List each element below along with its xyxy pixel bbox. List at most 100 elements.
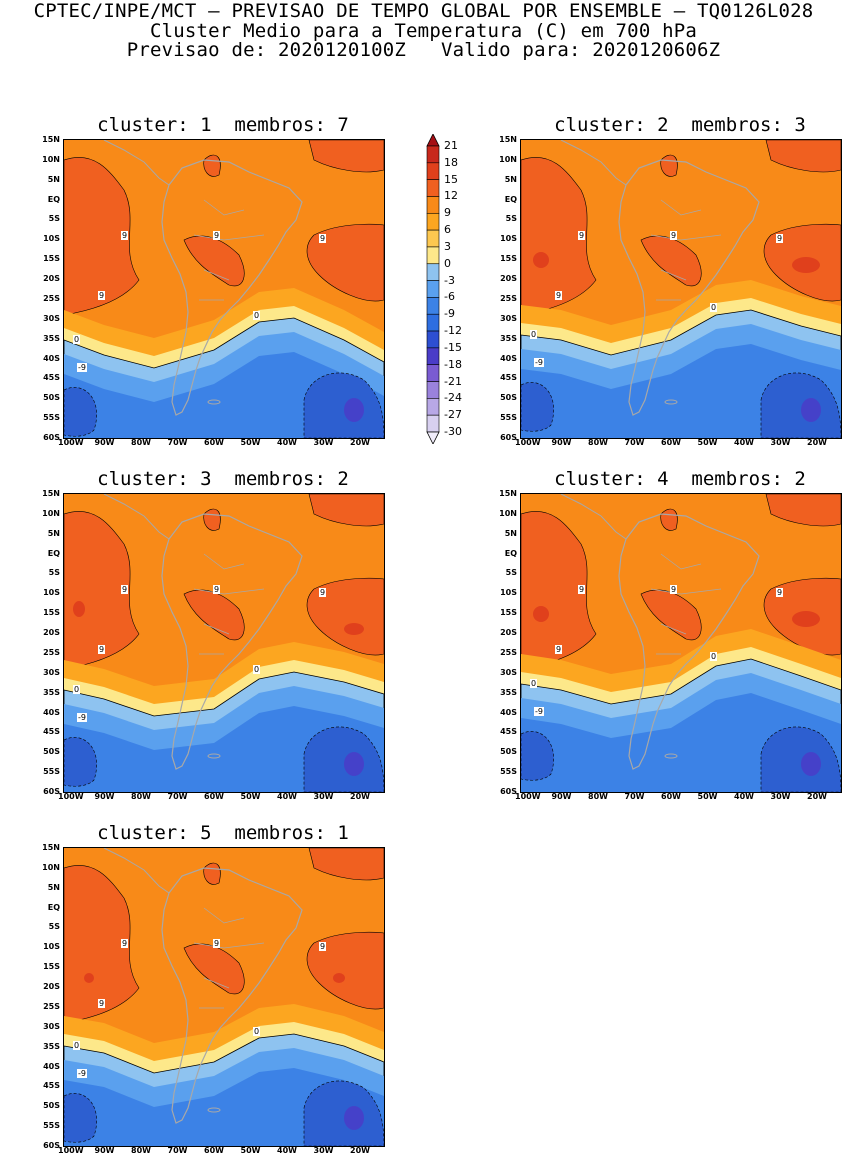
cold-core <box>344 752 364 776</box>
colorbar-segment <box>426 246 440 265</box>
lat-tick-label: 30S <box>43 1021 60 1031</box>
central-america-coastline <box>560 140 627 186</box>
contour-label: 9 <box>121 231 129 240</box>
colorbar-level-label: -15 <box>444 340 462 354</box>
lat-tick-label: 45S <box>43 1081 60 1091</box>
lon-tick-label: 40W <box>277 438 297 447</box>
lon-tick-label: 30W <box>313 1146 334 1155</box>
cold-region <box>760 726 841 792</box>
central-america-coastline <box>103 140 170 186</box>
lat-tick-label: 10N <box>42 508 60 518</box>
colorbar-segment <box>426 212 440 231</box>
contour-label: 9 <box>213 231 221 240</box>
lat-tick-label: 15S <box>43 254 60 264</box>
lon-tick-label: 20W <box>807 438 827 447</box>
warm-region <box>64 157 140 316</box>
south-america-coastline <box>161 867 303 1124</box>
lat-tick-label: 15S <box>43 962 60 972</box>
lat-tick-label: EQ <box>47 902 60 912</box>
contour-label: -9 <box>77 713 87 722</box>
colorbar-level-label: -21 <box>444 374 462 388</box>
hot-core <box>73 601 85 617</box>
lat-tick-label: 25S <box>43 1001 60 1011</box>
lat-tick-label: 15N <box>42 843 60 852</box>
falkland-islands <box>207 753 221 759</box>
lat-tick-label: 5S <box>505 568 517 578</box>
lon-tick-label: 40W <box>734 792 754 801</box>
hot-core <box>792 611 820 627</box>
lat-tick-label: 15S <box>43 608 60 618</box>
panel-title-2: cluster: 2 membros: 3 <box>554 114 806 136</box>
lat-tick-label: 15N <box>42 135 60 144</box>
lon-tick-label: 90W <box>94 438 115 447</box>
lat-tick-label: 55S <box>500 767 517 777</box>
country-borders <box>193 553 265 655</box>
contour-label: 0 <box>253 311 261 320</box>
colorbar-max-arrow <box>426 134 440 147</box>
cold-core <box>801 752 821 776</box>
colorbar-segment <box>426 229 440 248</box>
contour-label: 9 <box>776 234 784 243</box>
lon-tick-label: 100W <box>515 792 541 801</box>
lat-tick-label: 25S <box>43 647 60 657</box>
contour-label: 9 <box>319 942 327 951</box>
contour-label: 0 <box>710 303 718 312</box>
lon-tick-label: 80W <box>131 1146 151 1155</box>
cold-region <box>303 1080 384 1146</box>
hot-core <box>533 252 549 268</box>
contour-label: -9 <box>534 707 544 716</box>
colorbar-level-label: 15 <box>444 172 458 186</box>
lat-tick-label: 50S <box>43 747 60 757</box>
contour-label: 0 <box>253 1027 261 1036</box>
lat-tick-label: 25S <box>500 293 517 303</box>
contour-label: 0 <box>73 335 81 344</box>
lon-tick-label: 40W <box>734 438 754 447</box>
lon-tick-label: 80W <box>588 438 608 447</box>
lat-tick-label: 60S <box>43 787 60 796</box>
lon-tick-label: 100W <box>58 438 84 447</box>
colorbar-segment <box>426 347 440 366</box>
warm-region <box>521 157 597 316</box>
lat-tick-label: 40S <box>43 1061 60 1071</box>
map-panel-2 <box>520 139 842 439</box>
lat-tick-label: 15S <box>500 254 517 264</box>
lat-tick-label: 10S <box>43 588 60 598</box>
lat-tick-label: 15N <box>42 489 60 498</box>
lat-tick-label: 30S <box>43 667 60 677</box>
lat-tick-label: 30S <box>500 313 517 323</box>
lon-tick-label: 100W <box>58 1146 84 1155</box>
lon-tick-label: 100W <box>58 792 84 801</box>
map-panel-1 <box>63 139 385 439</box>
lon-tick-label: 30W <box>313 438 334 447</box>
lat-tick-label: 55S <box>43 767 60 777</box>
colorbar-level-label: 6 <box>444 223 451 237</box>
lon-tick-label: 40W <box>277 792 297 801</box>
hot-core <box>333 973 345 983</box>
colorbar-level-label: 21 <box>444 139 458 152</box>
lat-tick-label: 35S <box>500 687 517 697</box>
falkland-islands <box>207 399 221 405</box>
colorbar-level-label: -18 <box>444 357 462 371</box>
lat-tick-label: 10S <box>500 234 517 244</box>
lat-tick-label: 20S <box>43 982 60 992</box>
lon-tick-label: 80W <box>131 792 151 801</box>
panel-title-3: cluster: 3 membros: 2 <box>97 468 349 490</box>
temperature-map-5 <box>64 848 384 1146</box>
colorbar-level-label: -3 <box>444 273 455 287</box>
lat-tick-label: 20S <box>43 274 60 284</box>
lat-tick-label: 40S <box>500 707 517 717</box>
cold-core <box>344 398 364 422</box>
falkland-islands <box>664 753 678 759</box>
lat-tick-label: 5N <box>504 528 517 538</box>
south-america-coastline <box>161 159 303 416</box>
warm-region <box>308 140 384 173</box>
contour-label: 9 <box>213 939 221 948</box>
lat-tick-label: 5N <box>504 174 517 184</box>
warm-region <box>306 931 384 1010</box>
contour-label: 9 <box>98 645 106 654</box>
map-panel-3 <box>63 493 385 793</box>
warm-region <box>64 511 140 670</box>
lat-tick-label: EQ <box>47 548 60 558</box>
contour-label: 9 <box>98 999 106 1008</box>
contour-label: -9 <box>77 363 87 372</box>
